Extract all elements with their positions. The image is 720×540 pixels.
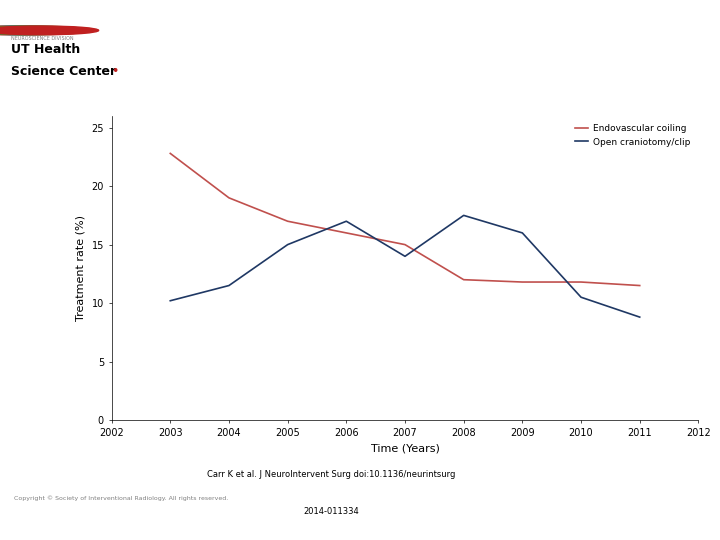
Text: Copyright © Society of Interventional Radiology. All rights reserved.: Copyright © Society of Interventional Ra… — [14, 496, 229, 501]
Circle shape — [0, 26, 89, 35]
Text: Carr K et al. J NeuroIntervent Surg doi:10.1136/neurintsurg: Carr K et al. J NeuroIntervent Surg doi:… — [207, 470, 455, 478]
Text: •: • — [112, 64, 119, 78]
Circle shape — [0, 26, 80, 35]
Text: UT Health: UT Health — [11, 43, 80, 56]
Text: NEUROSCIENCE DIVISION: NEUROSCIENCE DIVISION — [11, 36, 73, 41]
Text: Science Center: Science Center — [11, 64, 116, 78]
Circle shape — [0, 26, 71, 35]
Y-axis label: Treatment rate (%): Treatment rate (%) — [76, 215, 86, 321]
X-axis label: Time (Years): Time (Years) — [371, 443, 439, 453]
Text: JNIS: JNIS — [640, 489, 688, 509]
Circle shape — [0, 26, 99, 35]
Legend: Endovascular coiling, Open craniotomy/clip: Endovascular coiling, Open craniotomy/cl… — [571, 120, 694, 150]
Text: 2014-011334: 2014-011334 — [303, 507, 359, 516]
